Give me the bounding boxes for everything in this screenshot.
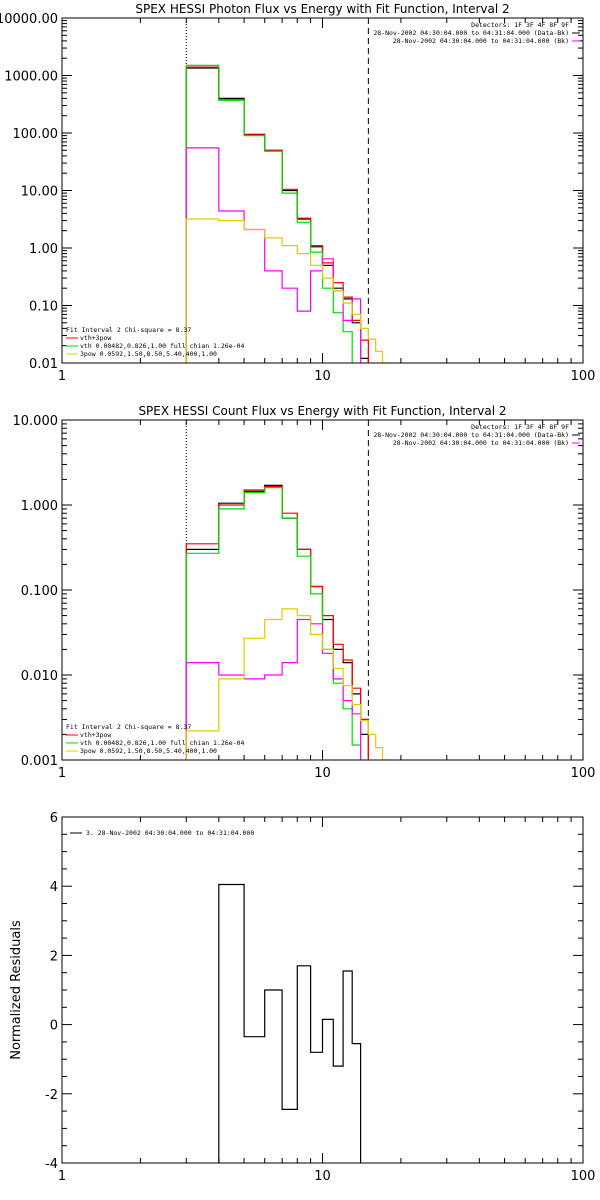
data-series-group [185,883,369,1163]
chart-panel-2: SPEX HESSI Count Flux vs Energy with Fit… [13,404,596,781]
series-line-5 [185,608,402,760]
fit-info-line: vth+3pow [80,731,111,739]
fit-info-line: Fit Interval 2 Chi-square = 8.37 [66,326,191,334]
series-line-1 [185,484,369,760]
chart-title: SPEX HESSI Count Flux vs Energy with Fit… [138,404,506,418]
fit-info-line: Fit Interval 2 Chi-square = 8.37 [66,723,191,731]
y-tick-label: 10000.00 [0,12,58,27]
y-tick-label: 0.010 [21,669,58,684]
y-tick-label: 2 [50,949,58,964]
series-line-3 [185,64,369,363]
fit-info-line: vth 0.00482,0.826,1.00 full chian 1.26e-… [80,342,244,350]
plot-frame [61,419,584,761]
y-tick-label: 10.00 [21,185,58,200]
series-line-3 [185,487,369,760]
series-line-2 [185,66,369,363]
y-tick-label: 1.000 [21,499,58,514]
x-tick-label: 10 [314,369,331,384]
header-text-line: Detectors: 1F 3F 4F 8F 9F [471,423,569,431]
header-text-line: 28-Nov-2002 04:30:04.000 to 04:31:04.000… [393,37,569,45]
x-tick-label: 10 [314,766,331,781]
chart-panel-1: SPEX HESSI Photon Flux vs Energy with Fi… [0,2,595,384]
y-tick-label: 0.100 [21,584,58,599]
header-text-line: 28-Nov-2002 04:30:04.000 to 04:31:04.000… [373,431,569,439]
header-text-line: 28-Nov-2002 04:30:04.000 to 04:31:04.000… [393,439,569,447]
y-axis-label: Normalized Residuals [9,920,24,1060]
y-tick-label: 0.10 [29,300,58,315]
y-tick-label: 10.000 [13,414,59,429]
fit-info-line: vth+3pow [80,334,111,342]
y-tick-label: 0.001 [21,754,58,769]
fit-info-line: 3pow 0.0592,1.50,8.50,5.40,400,1.00 [80,350,217,358]
y-tick-label: 0.01 [29,357,58,372]
series-line-4 [185,147,369,363]
x-tick-label: 1 [58,766,66,781]
residual-legend-text: 3. 28-Nov-2002 04:30:04.000 to 04:31:04.… [86,829,254,837]
y-tick-label: 4 [50,880,58,895]
data-series-group [185,484,402,760]
x-tick-label: 100 [571,1169,596,1184]
y-tick-label: 100.00 [13,127,59,142]
header-text-line: 28-Nov-2002 04:30:04.000 to 04:31:04.000… [373,29,569,37]
series-line-1 [185,67,369,363]
chart-panel-3: 1 10 100 -4 -2 0 2 4 6 3. 28-Nov-2002 04:30:04.00… [9,811,595,1184]
series-line-1 [185,883,369,1163]
data-series-group [185,64,389,363]
y-tick-label: 0 [50,1019,58,1034]
fit-info-line: 3pow 0.0592,1.50,8.50,5.40,400,1.00 [80,747,217,755]
plot-frame [61,17,584,364]
chart-title: SPEX HESSI Photon Flux vs Energy with Fi… [135,2,509,16]
series-line-2 [185,485,369,760]
fit-info-line: vth 0.00482,0.826,1.00 full chian 1.26e-… [80,739,244,747]
x-tick-label: 100 [571,369,596,384]
y-tick-label: -2 [45,1088,58,1103]
y-tick-label: 1000.00 [4,70,58,85]
x-tick-label: 1 [58,369,66,384]
x-tick-label: 10 [314,1169,331,1184]
y-tick-label: 1.00 [29,242,58,257]
header-text-line: Detectors: 1F 3F 4F 8F 9F [471,21,569,29]
y-tick-label: -4 [45,1157,58,1172]
y-tick-label: 6 [50,811,58,826]
series-line-5 [185,218,389,363]
x-tick-label: 1 [58,1169,66,1184]
x-tick-label: 100 [571,766,596,781]
plot-frame [61,816,584,1164]
